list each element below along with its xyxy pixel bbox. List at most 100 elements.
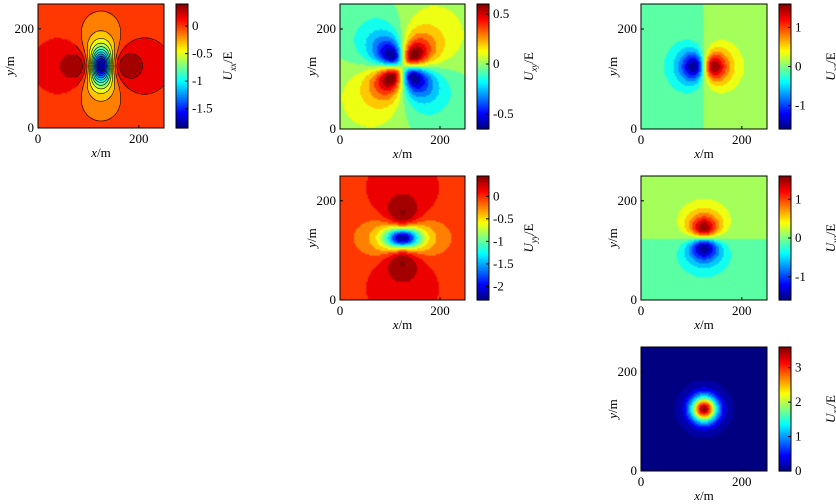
panel-xz-colorbar-swatch [779, 23, 791, 27]
panel-xy-colorbar-swatch [477, 39, 489, 42]
panel-yy-colorbar-swatch [477, 236, 489, 239]
panel-xy-ytick-label: 0 [330, 121, 337, 136]
panel-yy-colorbar-swatch [477, 247, 489, 251]
panel-yz-colorbar-swatch [779, 234, 791, 237]
panel-xx-colorbar-swatch [176, 17, 188, 21]
panel-yz-colorbar-swatch [779, 259, 791, 262]
panel-yy-colorbar-swatch [477, 191, 489, 195]
panel-yz-xtick-label: 0 [638, 303, 645, 318]
panel-xz-colorbar-tick-label: 0 [795, 59, 802, 74]
panel-xz-colorbar-swatch [779, 48, 791, 52]
panel-zz-colorbar-swatch [779, 414, 791, 418]
panel-yy-colorbar-swatch [477, 265, 489, 268]
panel-xx-colorbar-swatch [176, 69, 188, 73]
panel-zz-colorbar-swatch [779, 381, 791, 385]
panel-xx-ylabel: y/m [2, 56, 17, 78]
panel-xy-colorbar-swatch [477, 27, 489, 30]
panel-xz-colorbar-swatch [779, 66, 791, 70]
panel-xy-colorbar-swatch [477, 93, 489, 97]
panel-xx-colorbar-swatch [176, 19, 188, 23]
panel-yy-colorbar-tick-label: -1.5 [493, 256, 514, 271]
panel-yy-colorbar-swatch [477, 232, 489, 235]
panel-zz-colorbar-swatch [779, 387, 791, 391]
panel-xx-colorbar-swatch [176, 106, 188, 110]
panel-yz-colorbar-label: Uyz/E [823, 224, 836, 253]
panel-yy-colorbar-swatch [477, 290, 489, 293]
panel-xy-colorbar-swatch [477, 80, 489, 83]
panel-yz-colorbar-swatch [779, 222, 791, 226]
panel-zz-colorbar-swatch [779, 420, 791, 424]
panel-xz-colorbar-swatch [779, 52, 791, 56]
panel-yy-ytick-label: 200 [317, 193, 337, 208]
panel-zz-colorbar-swatch [779, 424, 791, 428]
panel-xx-colorbar-swatch [176, 122, 188, 125]
panel-zz-xtick-label: 0 [638, 474, 645, 489]
panel-xx-xtick-label: 200 [129, 131, 149, 146]
panel-xy-colorbar-swatch [477, 58, 489, 62]
panel-zz-colorbar-tick-label: 0 [795, 463, 802, 478]
panel-yz-colorbar-tick-label: 1 [795, 191, 802, 206]
panel-yz-colorbar-swatch [779, 212, 791, 216]
panel-xx-colorbar-swatch [176, 13, 188, 17]
panel-yy-colorbar-swatch [477, 272, 489, 276]
panel-yy-colorbar-swatch [477, 257, 489, 260]
panel-zz-colorbar-swatch [779, 368, 791, 371]
panel-xx-colorbar-swatch [176, 31, 188, 34]
panel-xy-colorbar-swatch [477, 105, 489, 109]
panel-xx-colorbar: 0 -0.5 -1 -1.5 Uxx/E [175, 3, 238, 129]
panel-xx-colorbar-swatch [176, 87, 188, 90]
panel-xx-contour-line [97, 60, 105, 72]
panel-xy-colorbar-swatch [477, 48, 489, 52]
panel-xz-colorbar-label: Uxz/E [823, 52, 836, 81]
panel-xx-colorbar-swatch [176, 64, 188, 67]
panel-xx-colorbar-swatch [176, 40, 188, 44]
panel-yy-colorbar-swatch [477, 187, 489, 191]
panel-zz-colorbar-swatch [779, 397, 791, 400]
panel-yz-ytick-label: 200 [618, 193, 638, 208]
panel-yy-colorbar-swatch [477, 224, 489, 227]
panel-zz-colorbar-swatch [779, 449, 791, 453]
panel-xz-colorbar-swatch [779, 17, 791, 21]
panel-zz-colorbar-swatch [779, 410, 791, 414]
panel-xz-colorbar-swatch [779, 105, 791, 109]
panel-yy-colorbar-swatch [477, 185, 489, 189]
panel-xx-colorbar-swatch [176, 42, 188, 46]
panel-zz-colorbar-swatch [779, 432, 791, 435]
panel-yz-colorbar-swatch [779, 185, 791, 189]
panel-xz-colorbar-swatch [779, 97, 791, 101]
panel-xz-colorbar-swatch [779, 25, 791, 29]
panel-zz-colorbar-swatch [779, 379, 791, 383]
panel-yy-xtick-label: 200 [430, 303, 450, 318]
panel-yz-colorbar-swatch [779, 265, 791, 268]
panel-zz-colorbar-swatch [779, 403, 791, 406]
panel-zz-colorbar-swatch [779, 348, 791, 352]
panel-xx-colorbar-tick-label: 0 [192, 18, 199, 33]
panel-xz-xtick-label: 200 [732, 132, 752, 147]
panel-yz-colorbar-swatch [779, 224, 791, 227]
panel-yy-colorbar-swatch [477, 292, 489, 295]
panel-yy-colorbar-swatch [477, 296, 489, 299]
panel-zz-colorbar-swatch [779, 372, 791, 375]
panel-zz-colorbar-swatch [779, 360, 791, 364]
panel-yz-colorbar-swatch [779, 255, 791, 258]
panel-xz-colorbar-swatch [779, 87, 791, 91]
panel-xy-colorbar-swatch [477, 107, 489, 111]
panel-xy-colorbar-swatch [477, 52, 489, 56]
panel-yz-colorbar-swatch [779, 280, 791, 284]
panel-xy-xtick-label: 200 [430, 132, 450, 147]
panel-xz-colorbar-swatch [779, 5, 791, 9]
panel-yy-colorbar-tick-label: -1 [493, 233, 504, 248]
panel-yy-colorbar-frame [476, 175, 490, 301]
panel-yy-xlabel: x/m [392, 317, 413, 332]
panel-zz-colorbar-swatch [779, 407, 791, 410]
panel-xy-colorbar-swatch [477, 70, 489, 73]
panel-xy-colorbar-tick-label: 0 [493, 56, 500, 71]
panel-xz-ylabel: y/m [605, 57, 620, 79]
panel-zz-colorbar-swatch [779, 426, 791, 429]
panel-yy-colorbar-swatch [477, 205, 489, 208]
panel-xz-colorbar-swatch [779, 123, 791, 126]
panel-zz-colorbar-swatch [779, 374, 791, 377]
panel-xx-heatmap [38, 4, 164, 128]
panel-xz-colorbar-swatch [779, 64, 791, 68]
panel-xy-xlabel: x/m [392, 146, 413, 161]
